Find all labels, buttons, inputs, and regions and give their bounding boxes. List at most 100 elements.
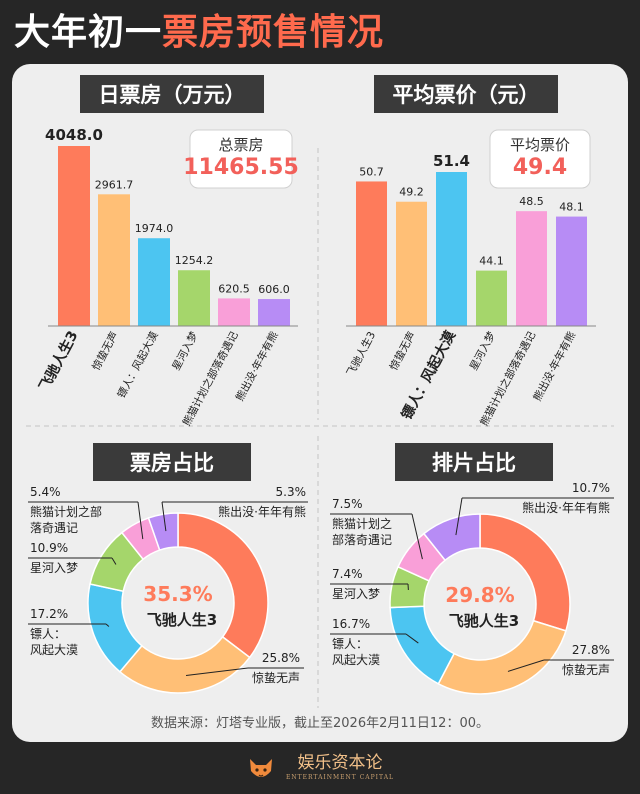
leader-2-5 [161, 501, 167, 532]
pct-label-3-3: 7.4% [332, 567, 363, 581]
fox-logo-icon [249, 759, 272, 777]
x-tick-label-0-5: 熊出没·年年有熊 [233, 329, 281, 403]
bar-0-2 [138, 238, 170, 326]
charts-canvas: 日票房（万元）4048.0飞驰人生32961.7惊蛰无声1974.0镖人：风起大… [26, 75, 614, 708]
data-label-1-4: 48.5 [519, 195, 544, 208]
pct-label-3-4: 7.5% [332, 497, 363, 511]
center-label-3: 飞驰人生3 [449, 612, 519, 630]
slice-3-2 [389, 605, 456, 685]
brand-logo: 娱乐资本论 ENTERTAINMENT CAPITAL [286, 755, 394, 781]
bar-1-4 [516, 211, 547, 326]
bar-0-3 [178, 270, 210, 326]
data-label-0-5: 606.0 [258, 283, 290, 296]
slice-name-label-3-4-0: 熊猫计划之 [332, 516, 392, 531]
title-part1: 大年初一 [14, 12, 163, 53]
x-tick-label-0-2: 镖人：风起大漠 [115, 329, 161, 400]
bar-1-2 [436, 172, 467, 326]
x-tick-label-1-5: 熊出没·年年有熊 [531, 329, 579, 403]
chart-title-2-box [93, 443, 251, 481]
center-value-3: 29.8% [445, 583, 514, 607]
pct-label-2-2: 17.2% [30, 607, 68, 621]
chart-title-1: 平均票价（元） [393, 83, 540, 107]
slice-name-label-2-2-1: 风起大漠 [30, 643, 78, 657]
bar-0-5 [258, 299, 290, 326]
chart-title-3: 排片占比 [432, 451, 516, 475]
bar-1-5 [556, 216, 587, 326]
brand-footer: 娱乐资本论 ENTERTAINMENT CAPITAL [0, 742, 640, 794]
brand-name: 娱乐资本论 [297, 753, 383, 773]
chart-title-0-box [80, 75, 264, 113]
bar-1-3 [476, 270, 507, 326]
data-label-1-5: 48.1 [559, 201, 584, 214]
pct-label-2-5: 5.3% [276, 485, 307, 499]
center-value-2: 35.3% [143, 582, 212, 606]
x-tick-label-0-0: 飞驰人生3 [36, 328, 82, 394]
pct-label-3-2: 16.7% [332, 617, 370, 631]
slice-name-label-2-2-0: 镖人： [30, 626, 66, 641]
total-box-office-box [189, 129, 293, 189]
slice-name-label-2-1-0: 惊蛰无声 [252, 670, 300, 685]
x-tick-label-0-3: 星河入梦 [170, 329, 201, 372]
slice-3-0 [479, 513, 571, 632]
slice-name-label-3-2-0: 镖人： [332, 636, 368, 651]
bar-0-0 [58, 146, 90, 326]
pct-label-2-3: 10.9% [30, 541, 68, 555]
slice-name-label-2-5-0: 熊出没·年年有熊 [218, 504, 306, 519]
bar-0-1 [98, 194, 130, 326]
bar-0-4 [218, 298, 250, 326]
slice-name-label-2-4-0: 熊猫计划之部 [30, 504, 102, 519]
slice-2-0 [177, 512, 269, 659]
brand-subtitle: ENTERTAINMENT CAPITAL [285, 774, 395, 781]
leader-3-1 [507, 659, 545, 672]
bar-1-0 [356, 181, 387, 326]
data-label-1-1: 49.2 [399, 186, 424, 199]
data-source-note: 数据来源：灯塔专业版，截止至2026年2月11日12：00。 [151, 716, 489, 731]
leader-3-5 [455, 497, 463, 536]
chart-title-1-box [374, 75, 558, 113]
data-label-0-1: 2961.7 [95, 178, 134, 191]
pct-label-3-1: 27.8% [572, 643, 610, 657]
data-label-1-0: 50.7 [359, 165, 384, 178]
title-part2: 票房预售情况 [162, 12, 385, 53]
pct-label-3-5: 10.7% [572, 481, 610, 495]
data-label-1-3: 44.1 [479, 255, 504, 268]
slice-name-label-3-3-0: 星河入梦 [332, 587, 380, 601]
leader-2-1 [185, 667, 249, 677]
x-tick-label-1-0: 飞驰人生3 [344, 329, 378, 378]
x-tick-label-1-1: 惊蛰无声 [387, 329, 418, 372]
slice-name-label-3-2-1: 风起大漠 [332, 653, 380, 667]
leader-2-2 [105, 623, 110, 627]
pct-label-2-1: 25.8% [262, 651, 300, 665]
slice-name-label-2-4-1: 落奇遇记 [30, 521, 78, 535]
leader-2-4 [137, 501, 144, 540]
leader-3-2 [405, 633, 419, 644]
avg-ticket-price-label: 平均票价 [510, 136, 570, 154]
content-panel: 日票房（万元） 4048.0 飞驰人生3 2961.7 惊蛰无声 1974.0 镖人：风起大… [12, 64, 628, 742]
avg-ticket-price-value: 49.4 [513, 155, 567, 180]
data-label-0-2: 1974.0 [135, 222, 174, 235]
slice-3-5 [422, 513, 481, 562]
pct-label-2-4: 5.4% [30, 485, 61, 499]
chart-title-0: 日票房（万元） [99, 83, 246, 107]
data-label-0-4: 620.5 [218, 282, 250, 295]
center-label-2: 飞驰人生3 [147, 611, 217, 629]
chart-title-2: 票房占比 [130, 451, 214, 475]
page-title: 大年初一 票房预售情况 [0, 0, 640, 58]
slice-name-label-3-5-0: 熊出没·年年有熊 [522, 500, 610, 515]
slice-name-label-3-1-0: 惊蛰无声 [562, 662, 610, 677]
slice-3-1 [437, 619, 567, 695]
data-label-1-2: 51.4 [433, 152, 470, 170]
bar-1-1 [396, 201, 427, 326]
total-box-office-label: 总票房 [218, 136, 263, 154]
leader-3-4 [411, 513, 423, 560]
avg-ticket-price-box [489, 129, 591, 189]
leader-2-3 [111, 557, 117, 565]
chart-title-3-box [395, 443, 553, 481]
x-tick-label-1-3: 星河入梦 [468, 329, 499, 372]
slice-2-5 [147, 512, 179, 552]
slice-name-label-2-3-0: 星河入梦 [30, 561, 78, 575]
data-label-0-0: 4048.0 [45, 126, 103, 144]
total-box-office-value: 11465.55 [183, 155, 299, 180]
data-label-0-3: 1254.2 [175, 254, 214, 267]
slice-name-label-3-4-1: 部落奇遇记 [332, 532, 392, 547]
